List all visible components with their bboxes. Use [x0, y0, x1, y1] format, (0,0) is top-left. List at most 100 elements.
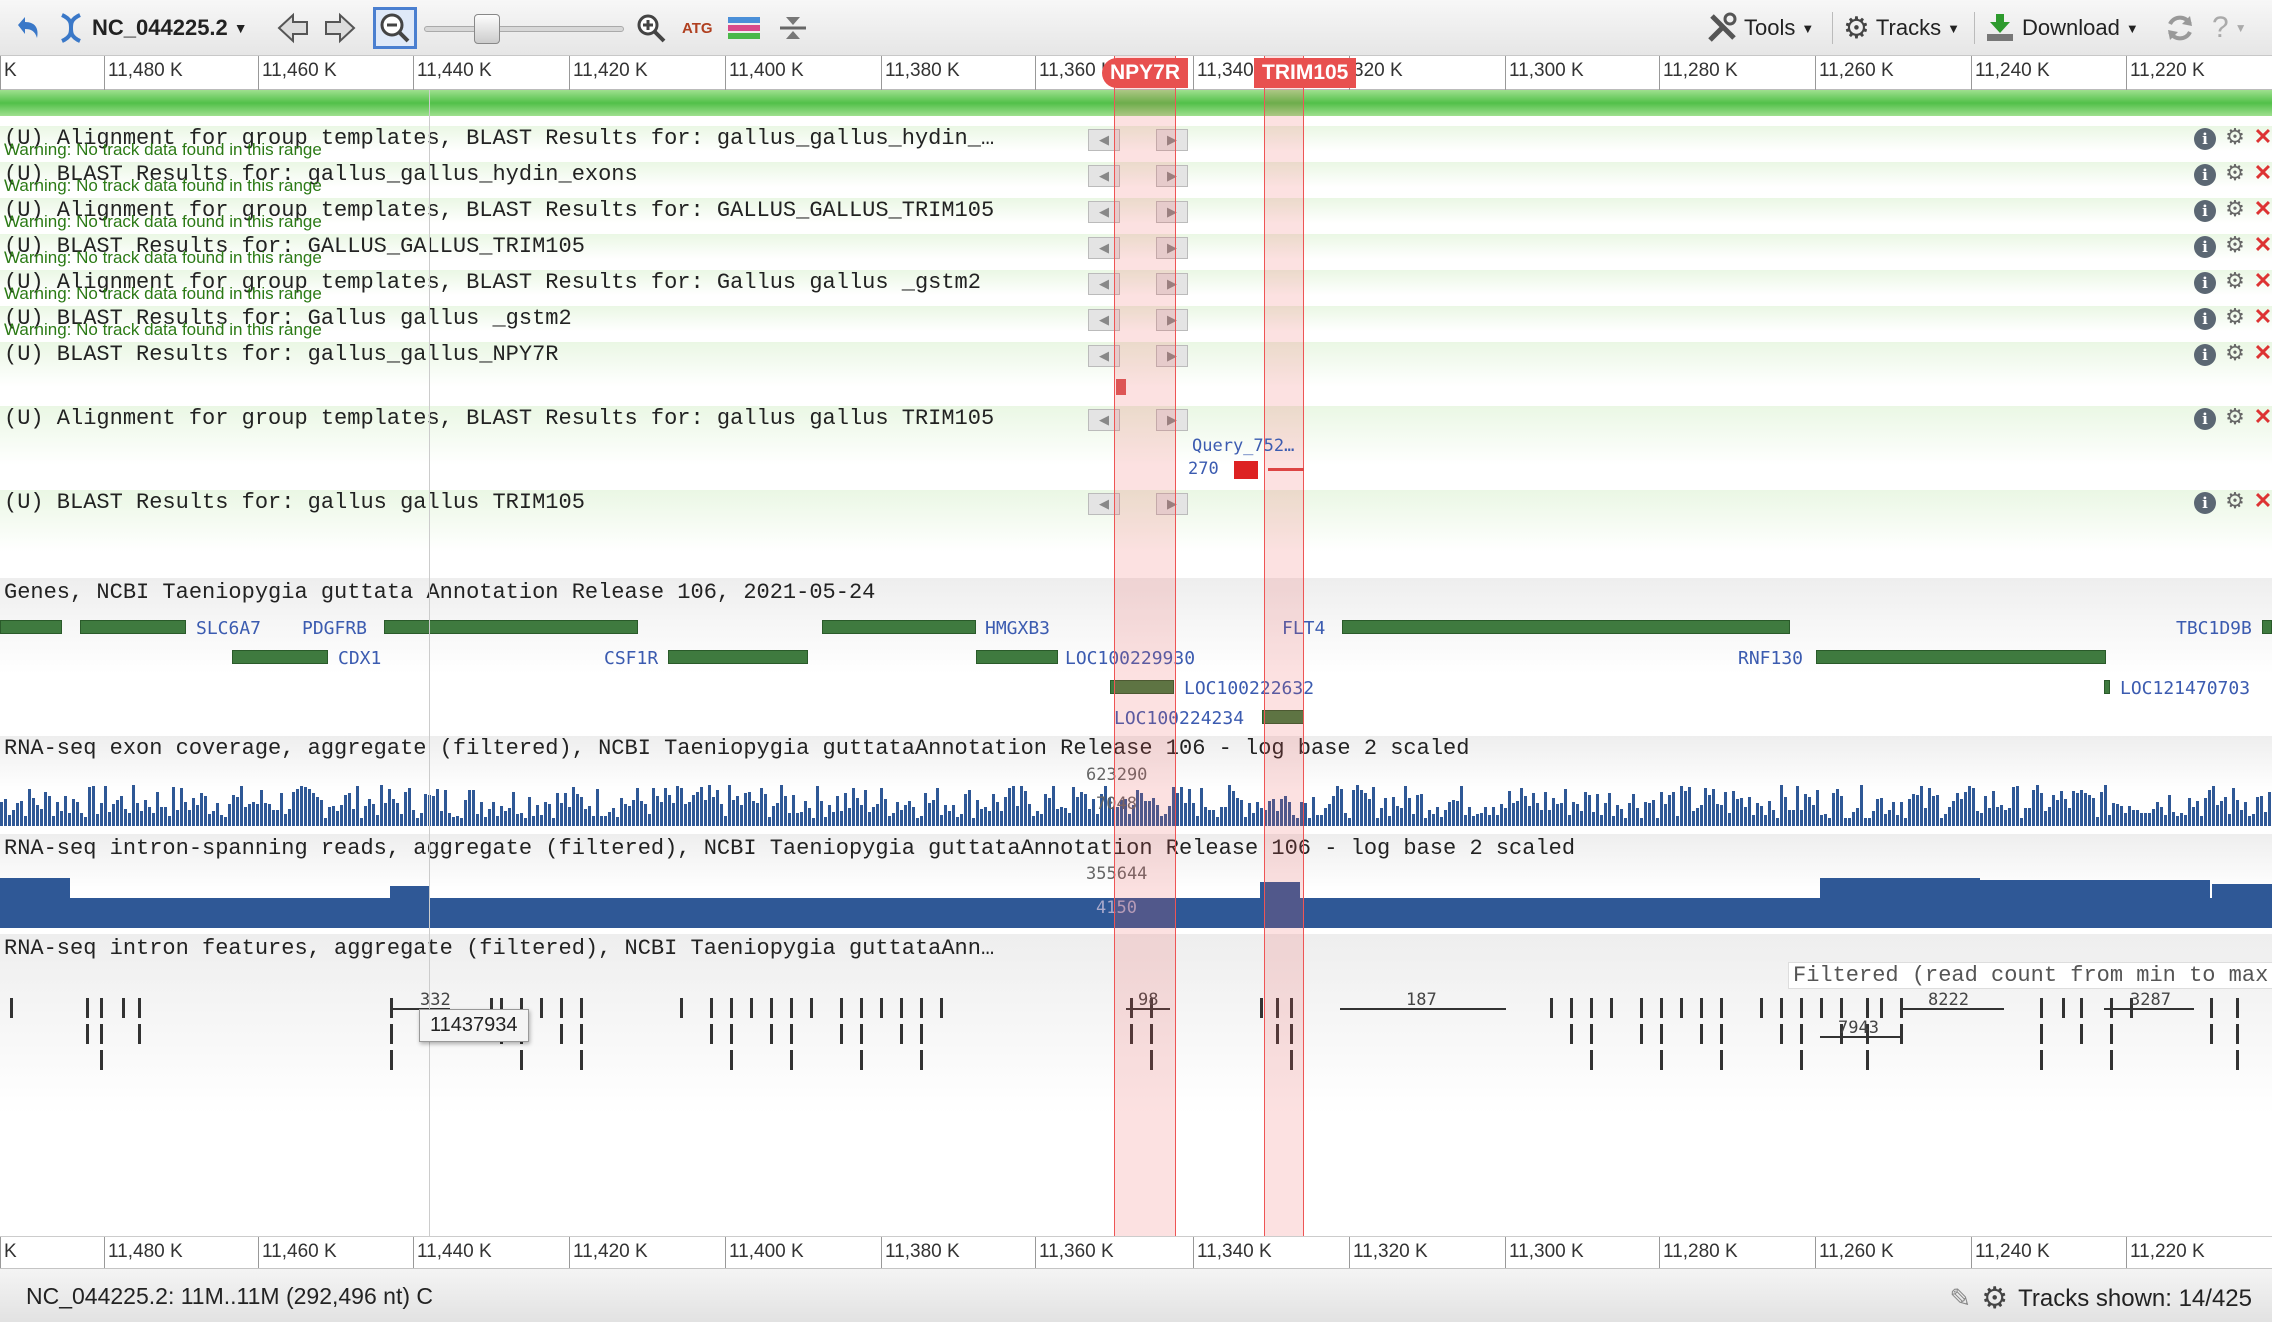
- scroll-left-icon[interactable]: ◀: [1088, 165, 1120, 187]
- intron-feature[interactable]: [710, 1024, 713, 1044]
- info-icon[interactable]: i: [2194, 272, 2216, 294]
- scroll-left-icon[interactable]: ◀: [1088, 129, 1120, 151]
- trim105-highlight[interactable]: [1264, 56, 1304, 1268]
- close-icon[interactable]: ✕: [2253, 488, 2272, 513]
- pan-right-button[interactable]: [322, 8, 358, 48]
- intron-feature[interactable]: [138, 998, 141, 1018]
- close-icon[interactable]: ✕: [2253, 232, 2272, 257]
- intron-feature[interactable]: [790, 1024, 793, 1044]
- zoom-slider-thumb[interactable]: [474, 14, 500, 44]
- intron-feature[interactable]: [1800, 1024, 1803, 1044]
- intron-feature[interactable]: [1866, 998, 1869, 1018]
- intron-feature[interactable]: [1640, 998, 1643, 1018]
- info-icon[interactable]: i: [2194, 236, 2216, 258]
- intron-feature[interactable]: [1700, 1024, 1703, 1044]
- intron-feature[interactable]: [1290, 1050, 1293, 1070]
- npy7r-highlight[interactable]: [1114, 56, 1176, 1268]
- zoom-in-button[interactable]: [634, 8, 668, 48]
- gene-feature[interactable]: [2262, 620, 2272, 634]
- intron-feature[interactable]: [860, 1024, 863, 1044]
- query-name[interactable]: Query_752…: [1192, 436, 1295, 456]
- intron-feature[interactable]: [680, 998, 683, 1018]
- close-icon[interactable]: ✕: [2253, 404, 2272, 429]
- intron-feature[interactable]: [840, 998, 843, 1018]
- query-feature[interactable]: [1234, 461, 1258, 479]
- collapse-tracks-button[interactable]: [778, 8, 808, 48]
- intron-feature[interactable]: [810, 998, 813, 1018]
- gene-feature[interactable]: [0, 620, 62, 634]
- tracks-shown[interactable]: ✎ ⚙ Tracks shown: 14/425: [1949, 1281, 2252, 1316]
- intron-feature[interactable]: [100, 1050, 103, 1070]
- close-icon[interactable]: ✕: [2253, 340, 2272, 365]
- intron-feature[interactable]: [2210, 998, 2213, 1018]
- gene-label[interactable]: PDGFRB: [302, 618, 368, 639]
- scroll-right-icon[interactable]: ▶: [1156, 201, 1188, 223]
- intron-feature[interactable]: [1290, 998, 1293, 1018]
- scroll-right-icon[interactable]: ▶: [1156, 237, 1188, 259]
- intron-feature[interactable]: [1276, 998, 1279, 1018]
- intron-feature[interactable]: [1130, 1024, 1133, 1044]
- gene-label[interactable]: CSF1R: [604, 648, 659, 669]
- scroll-left-icon[interactable]: ◀: [1088, 493, 1120, 515]
- intron-feature[interactable]: [2210, 1024, 2213, 1044]
- gear-icon[interactable]: ⚙: [2225, 304, 2245, 329]
- intron-feature[interactable]: [940, 998, 943, 1018]
- intron-feature[interactable]: [2080, 1024, 2083, 1044]
- intron-feature[interactable]: [1570, 998, 1573, 1018]
- gear-icon[interactable]: ⚙: [2225, 124, 2245, 149]
- gene-feature[interactable]: [2104, 680, 2110, 694]
- intron-feature[interactable]: [1150, 1050, 1153, 1070]
- gene-label[interactable]: LOC121470703: [2120, 678, 2251, 699]
- gene-feature[interactable]: [384, 620, 638, 634]
- intron-span[interactable]: [2104, 1008, 2194, 1010]
- intron-feature[interactable]: [1880, 998, 1883, 1018]
- intron-feature[interactable]: [500, 998, 503, 1018]
- gene-label[interactable]: HMGXB3: [985, 618, 1051, 639]
- reload-button[interactable]: [2164, 8, 2196, 48]
- close-icon[interactable]: ✕: [2253, 196, 2272, 221]
- intron-feature[interactable]: [490, 998, 493, 1018]
- intron-feature[interactable]: [122, 998, 125, 1018]
- intron-feature[interactable]: [770, 1024, 773, 1044]
- help-button[interactable]: ? ▼: [2212, 8, 2247, 48]
- info-icon[interactable]: i: [2194, 308, 2216, 330]
- intron-feature[interactable]: [1800, 1050, 1803, 1070]
- ruler-bottom[interactable]: K 11,480 K 11,460 K 11,440 K 11,420 K 11,400 …: [0, 1236, 2272, 1271]
- intron-feature[interactable]: [1780, 998, 1783, 1018]
- intron-feature[interactable]: [1590, 998, 1593, 1018]
- intron-feature[interactable]: [1720, 1024, 1723, 1044]
- intron-feature[interactable]: [390, 1050, 393, 1070]
- intron-feature[interactable]: [880, 998, 883, 1018]
- scroll-left-icon[interactable]: ◀: [1088, 409, 1120, 431]
- sequence-view-button[interactable]: ATG: [682, 8, 713, 48]
- intron-feature[interactable]: [1660, 1050, 1663, 1070]
- sequence-overview-bar[interactable]: [0, 90, 2272, 116]
- intron-feature[interactable]: [750, 998, 753, 1018]
- intron-feature[interactable]: [860, 1050, 863, 1070]
- info-icon[interactable]: i: [2194, 164, 2216, 186]
- scroll-left-icon[interactable]: ◀: [1088, 201, 1120, 223]
- info-icon[interactable]: i: [2194, 408, 2216, 430]
- gene-feature[interactable]: [976, 650, 1058, 664]
- info-icon[interactable]: i: [2194, 492, 2216, 514]
- gene-label[interactable]: CDX1: [338, 648, 382, 669]
- intron-feature[interactable]: [580, 1050, 583, 1070]
- pan-left-button[interactable]: [275, 8, 311, 48]
- intron-feature[interactable]: [1866, 1024, 1869, 1044]
- gene-feature[interactable]: [1816, 650, 2106, 664]
- gene-label[interactable]: LOC100222632: [1184, 678, 1315, 699]
- undo-button[interactable]: [10, 8, 44, 48]
- intron-feature[interactable]: [560, 1024, 563, 1044]
- intron-feature[interactable]: [2062, 998, 2065, 1018]
- intron-feature[interactable]: [900, 998, 903, 1018]
- intron-feature[interactable]: [2236, 1050, 2239, 1070]
- intron-feature[interactable]: [100, 998, 103, 1018]
- color-tracks-button[interactable]: [726, 8, 762, 48]
- intron-feature[interactable]: [920, 1050, 923, 1070]
- intron-feature[interactable]: [920, 1024, 923, 1044]
- scroll-right-icon[interactable]: ▶: [1156, 273, 1188, 295]
- intron-feature[interactable]: [1700, 998, 1703, 1018]
- info-icon[interactable]: i: [2194, 200, 2216, 222]
- intron-feature[interactable]: [840, 1024, 843, 1044]
- intron-feature[interactable]: [580, 998, 583, 1018]
